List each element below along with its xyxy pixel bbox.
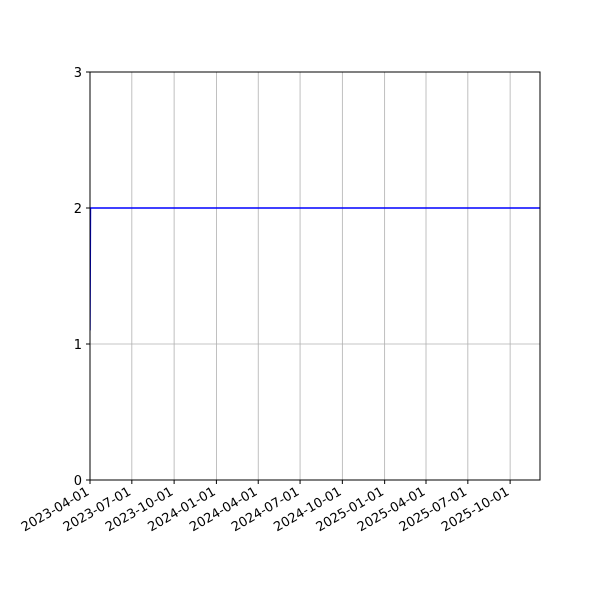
y-tick-label: 0 <box>74 474 82 489</box>
y-tick-label: 1 <box>74 338 82 353</box>
x-axis: 2023-04-012023-07-012023-10-012024-01-01… <box>19 480 512 535</box>
series <box>90 207 540 331</box>
y-tick-label: 2 <box>74 202 82 217</box>
y-axis: 0 1 2 3 <box>74 66 90 489</box>
grid <box>89 71 540 481</box>
series-line <box>90 207 540 331</box>
plot-frame <box>89 71 541 481</box>
y-tick-label: 3 <box>74 66 82 81</box>
